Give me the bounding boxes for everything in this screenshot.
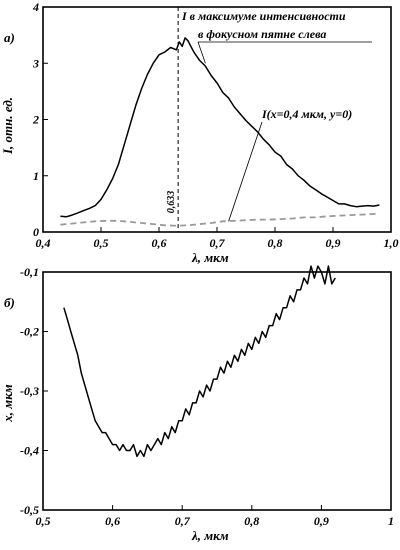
y-tick-label: -0,2 — [20, 325, 39, 339]
panel-b-x-axis: 0,5 0,6 0,7 0,8 0,9 1 — [36, 505, 394, 528]
panel-a: 0,4 0,5 0,6 0,7 0,8 0,9 1,0 0 1 2 3 4 0,633 I в ма… — [0, 0, 399, 265]
x-tick-label: 0,6 — [152, 236, 167, 250]
x-tick-label: 0,8 — [244, 514, 259, 528]
y-tick-label: -0,5 — [20, 503, 39, 517]
panel-b-y-label: x, мкм — [0, 384, 15, 422]
panel-b-x-label: λ, мкм — [191, 528, 229, 543]
panel-b-frame — [42, 271, 392, 511]
y-tick-label: -0,1 — [20, 265, 39, 279]
panel-a-leader-2 — [228, 121, 263, 222]
x-tick-label: 0,8 — [268, 236, 283, 250]
x-tick-label: 0,5 — [94, 236, 109, 250]
x-tick-label: 0,9 — [314, 514, 329, 528]
y-tick-label: 0 — [33, 225, 39, 239]
series-line-solid — [60, 37, 380, 218]
x-tick-label: 1,0 — [384, 236, 399, 250]
y-tick-label: 3 — [32, 56, 39, 70]
panel-a-leader-1 — [197, 41, 206, 64]
series-line-dashed — [60, 212, 380, 227]
panel-b-y-axis: -0,5 -0,4 -0,3 -0,2 -0,1 — [20, 265, 48, 517]
annotation-focal-spot: в фокусном пятне слева — [198, 27, 326, 41]
series-line-solid — [63, 265, 336, 458]
x-tick-label: 0,6 — [105, 514, 120, 528]
panel-a-x-label: λ, мкм — [191, 250, 229, 265]
panel-a-x-axis: 0,4 0,5 0,6 0,7 0,8 0,9 1,0 — [36, 227, 399, 250]
x-tick-label: 0,4 — [36, 236, 51, 250]
y-tick-label: 1 — [33, 169, 39, 183]
y-tick-label: 4 — [32, 0, 39, 14]
panel-a-y-axis: 0 1 2 3 4 — [32, 0, 48, 239]
y-tick-label: -0,4 — [20, 444, 39, 458]
panel-b-series — [63, 265, 336, 458]
panel-a-series — [60, 37, 380, 227]
annotation-max-intensity: I в максимуме интенсивности — [181, 9, 346, 23]
x-tick-label: 0,7 — [175, 514, 191, 528]
annotation-point-intensity: I(x=0,4 мкм, y=0) — [261, 107, 352, 121]
panel-a-label: а) — [4, 30, 15, 45]
panel-a-y-label: I, отн. ед. — [0, 97, 15, 155]
panel-b-label: б) — [4, 295, 15, 310]
panel-b: 0,5 0,6 0,7 0,8 0,9 1 -0,5 -0,4 -0,3 -0,2 -0,1 б)… — [0, 265, 394, 543]
panel-a-vline-label: 0,633 — [166, 191, 177, 214]
x-tick-label: 0,7 — [210, 236, 226, 250]
x-tick-label: 1 — [388, 514, 394, 528]
y-tick-label: 2 — [32, 113, 39, 127]
y-tick-label: -0,3 — [20, 384, 39, 398]
x-tick-label: 0,9 — [326, 236, 341, 250]
x-tick-label: 0,5 — [36, 514, 51, 528]
